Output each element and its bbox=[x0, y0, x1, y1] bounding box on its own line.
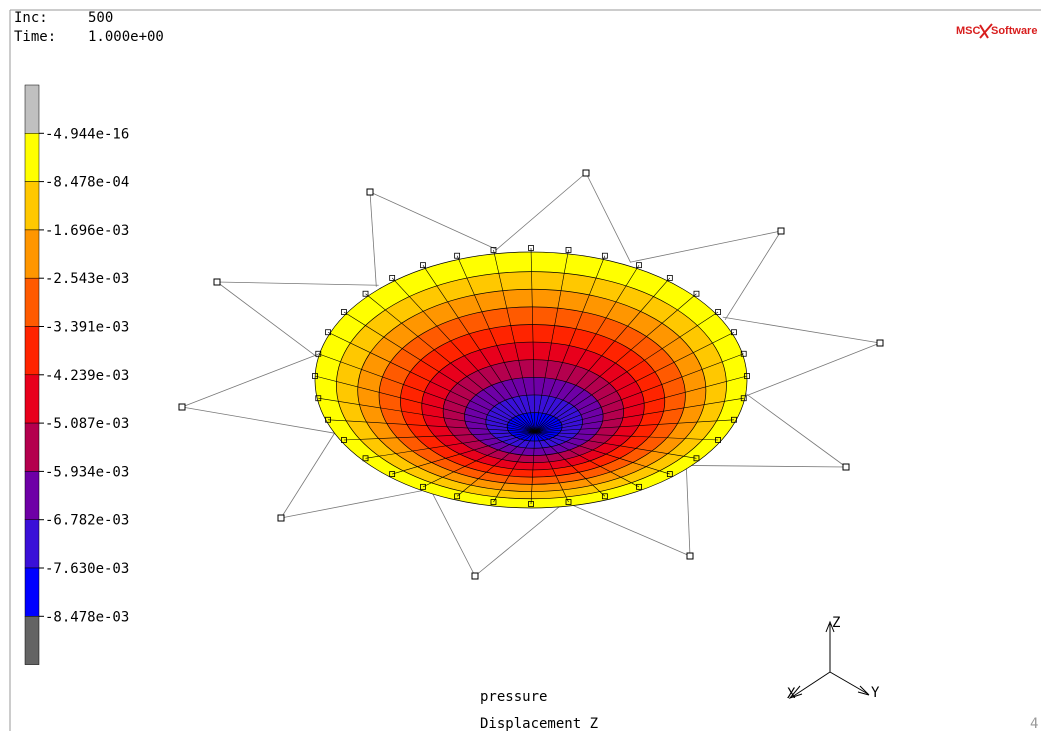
legend: -4.944e-16 -8.478e-04 -1.696e-03 -2.543e-03… bbox=[25, 85, 129, 665]
cable bbox=[217, 282, 317, 357]
inc-label: Inc: bbox=[14, 10, 48, 26]
legend-band bbox=[25, 327, 39, 375]
time-value: 1.000e+00 bbox=[88, 29, 164, 45]
node bbox=[843, 464, 849, 470]
axis-x-label: X bbox=[787, 686, 796, 702]
legend-label: -6.782e-03 bbox=[45, 513, 129, 529]
cable bbox=[686, 465, 846, 467]
legend-band bbox=[25, 133, 39, 181]
page-number: 4 bbox=[1030, 716, 1038, 731]
cable bbox=[745, 393, 846, 467]
cable bbox=[723, 317, 880, 343]
viewport: Inc: 500 Time: 1.000e+00 MSC Software -4… bbox=[0, 0, 1041, 731]
axis-z-label: Z bbox=[832, 615, 840, 631]
legend-label: -4.239e-03 bbox=[45, 368, 129, 384]
logo-right: Software bbox=[991, 25, 1037, 37]
legend-label: -1.696e-03 bbox=[45, 223, 129, 239]
cable bbox=[630, 231, 781, 262]
cable bbox=[566, 502, 690, 556]
node bbox=[278, 515, 284, 521]
cable bbox=[475, 502, 564, 576]
axis-triad: Z Y X bbox=[787, 615, 880, 702]
model bbox=[179, 170, 883, 579]
legend-band bbox=[25, 375, 39, 423]
inc-value: 500 bbox=[88, 10, 113, 26]
legend-band bbox=[25, 182, 39, 230]
cable bbox=[217, 282, 379, 285]
cable bbox=[281, 431, 336, 518]
legend-band bbox=[25, 230, 39, 278]
legend-band bbox=[25, 423, 39, 471]
legend-label: -5.934e-03 bbox=[45, 464, 129, 480]
node bbox=[583, 170, 589, 176]
legend-label: -5.087e-03 bbox=[45, 416, 129, 432]
legend-label: -3.391e-03 bbox=[45, 320, 129, 336]
axis-y bbox=[830, 672, 868, 694]
legend-label: -7.630e-03 bbox=[45, 561, 129, 577]
load-case: pressure bbox=[480, 689, 547, 705]
node bbox=[687, 553, 693, 559]
legend-band bbox=[25, 568, 39, 616]
axis-y-label: Y bbox=[871, 685, 880, 701]
node bbox=[179, 404, 185, 410]
axis-x bbox=[792, 672, 830, 697]
legend-label: -2.543e-03 bbox=[45, 271, 129, 287]
legend-band bbox=[25, 616, 39, 664]
cable bbox=[182, 407, 338, 434]
legend-band bbox=[25, 278, 39, 326]
node bbox=[877, 340, 883, 346]
quantity: Displacement Z bbox=[480, 716, 598, 731]
node bbox=[472, 573, 478, 579]
legend-band bbox=[25, 85, 39, 133]
cable bbox=[370, 192, 376, 287]
node bbox=[367, 189, 373, 195]
legend-label: -4.944e-16 bbox=[45, 126, 129, 142]
cable bbox=[744, 343, 880, 397]
cable bbox=[586, 173, 631, 262]
logo-left: MSC bbox=[956, 25, 981, 37]
legend-label: -8.478e-04 bbox=[45, 175, 129, 191]
legend-label: -8.478e-03 bbox=[45, 609, 129, 625]
node bbox=[778, 228, 784, 234]
cable bbox=[281, 489, 430, 518]
cable bbox=[496, 173, 586, 250]
legend-band bbox=[25, 471, 39, 519]
cable bbox=[182, 354, 318, 407]
cable bbox=[686, 465, 690, 556]
legend-band bbox=[25, 520, 39, 568]
node bbox=[214, 279, 220, 285]
time-label: Time: bbox=[14, 29, 56, 45]
cable bbox=[725, 231, 781, 320]
cable bbox=[370, 192, 497, 250]
